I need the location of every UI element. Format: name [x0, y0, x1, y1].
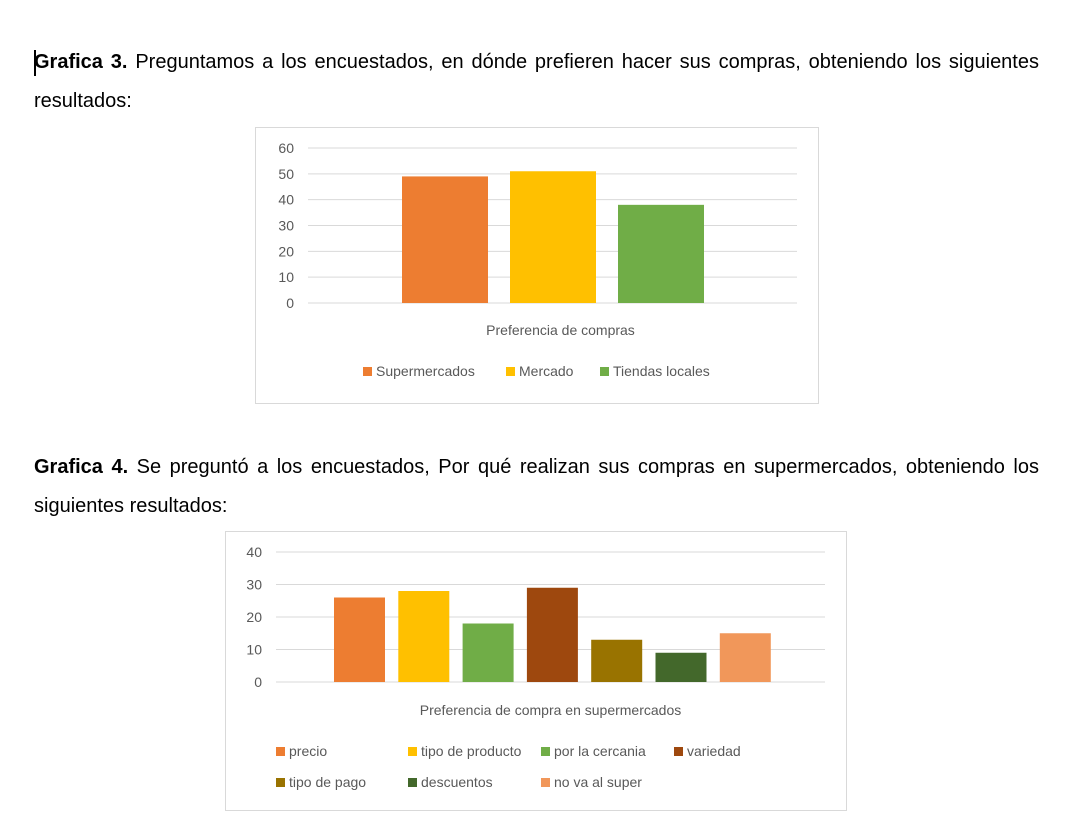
legend-swatch-descuentos	[408, 778, 417, 787]
bar-mercado	[510, 171, 596, 303]
bar-tipo-de-pago	[591, 639, 643, 682]
bar-por-la-cercania	[462, 623, 514, 682]
chart-preferencia-de-compras: 0 10 20 30 40 50 60 Preferencia de compras Super…	[255, 127, 819, 404]
y-tick-label: 50	[278, 166, 294, 182]
legend-label-precio: precio	[289, 743, 327, 759]
y-tick-label: 40	[246, 544, 262, 560]
bar-descuentos	[655, 652, 707, 682]
legend-swatch-mercado	[506, 367, 515, 376]
legend-swatch-no-va-al-super	[541, 778, 550, 787]
y-tick-label: 10	[246, 642, 262, 658]
text-cursor	[34, 50, 36, 76]
legend-swatch-tipo-de-producto	[408, 747, 417, 756]
grafica-3-text: Preguntamos a los encuestados, en dónde …	[34, 51, 1039, 112]
x-axis-label: Preferencia de compra en supermercados	[420, 702, 681, 718]
legend-swatch-variedad	[674, 747, 683, 756]
y-tick-label: 0	[286, 295, 294, 311]
grafica-4-label: Grafica 4.	[34, 456, 129, 478]
x-axis-label: Preferencia de compras	[486, 322, 635, 338]
bar-precio	[334, 597, 385, 682]
grafica-4-text: Se preguntó a los encuestados, Por qué r…	[34, 456, 1039, 517]
y-tick-label: 30	[246, 577, 262, 593]
legend-swatch-por-la-cercania	[541, 747, 550, 756]
y-tick-label: 10	[278, 269, 294, 285]
legend-label-tiendas-locales: Tiendas locales	[613, 363, 710, 379]
y-tick-label: 60	[278, 140, 294, 156]
legend-swatch-precio	[276, 747, 285, 756]
bar-tipo-de-producto	[398, 591, 450, 682]
legend-label-por-la-cercania: por la cercania	[554, 743, 646, 759]
legend-label-variedad: variedad	[687, 743, 741, 759]
paragraph-grafica-3: Grafica 3. Preguntamos a los encuestados…	[34, 43, 1039, 121]
legend-label-tipo-de-producto: tipo de producto	[421, 743, 522, 759]
chart-svg: 0 10 20 30 40 50 60 Preferencia de compras Super…	[278, 140, 797, 379]
bar-tiendas-locales	[618, 204, 704, 303]
y-tick-label: 20	[278, 243, 294, 259]
legend-swatch-tiendas-locales	[600, 367, 609, 376]
chart-svg: 0 10 20 30 40 Preferencia de compra en superm…	[246, 544, 825, 790]
legend-swatch-supermercados	[363, 367, 372, 376]
legend-swatch-tipo-de-pago	[276, 778, 285, 787]
chart-preferencia-supermercados: 0 10 20 30 40 Preferencia de compra en superm…	[225, 531, 847, 811]
bar-variedad	[526, 587, 578, 682]
y-tick-label: 40	[278, 192, 294, 208]
legend-label-no-va-al-super: no va al super	[554, 774, 642, 790]
bar-no-va-al-super	[719, 633, 771, 682]
legend-label-tipo-de-pago: tipo de pago	[289, 774, 366, 790]
y-tick-label: 0	[254, 674, 262, 690]
paragraph-grafica-4: Grafica 4. Se preguntó a los encuestados…	[34, 448, 1039, 526]
y-tick-label: 30	[278, 218, 294, 234]
legend-label-mercado: Mercado	[519, 363, 574, 379]
bar-supermercados	[402, 176, 488, 303]
grafica-3-label: Grafica 3.	[34, 51, 128, 73]
y-tick-label: 20	[246, 609, 262, 625]
legend-label-supermercados: Supermercados	[376, 363, 475, 379]
legend-label-descuentos: descuentos	[421, 774, 493, 790]
